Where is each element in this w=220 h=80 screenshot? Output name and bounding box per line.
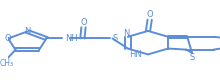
Text: S: S (189, 53, 195, 62)
Text: O: O (80, 18, 87, 27)
Text: S: S (113, 34, 118, 43)
Text: O: O (146, 10, 153, 19)
Text: NH: NH (66, 34, 78, 43)
Text: HN: HN (129, 50, 142, 59)
Text: CH₃: CH₃ (0, 59, 14, 68)
Text: N: N (24, 27, 31, 36)
Text: O: O (5, 34, 11, 43)
Text: N: N (124, 29, 130, 38)
